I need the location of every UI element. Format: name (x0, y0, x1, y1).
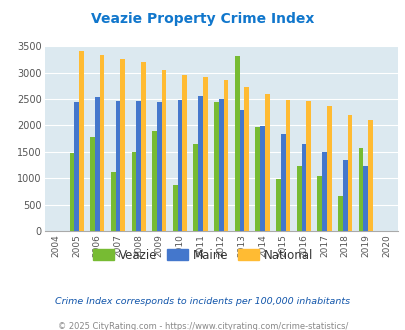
Bar (317, 176, 322, 231)
Bar (141, 61, 145, 231)
Bar (152, 131, 157, 231)
Bar (100, 55, 104, 231)
Bar (157, 102, 161, 231)
Bar (239, 110, 244, 231)
Bar (213, 102, 218, 231)
Text: Veazie Property Crime Index: Veazie Property Crime Index (91, 12, 314, 25)
Bar (280, 134, 285, 231)
Bar (358, 148, 362, 231)
Bar (255, 127, 260, 231)
Bar (69, 153, 74, 231)
Bar (260, 126, 264, 231)
Text: © 2025 CityRating.com - https://www.cityrating.com/crime-statistics/: © 2025 CityRating.com - https://www.city… (58, 322, 347, 330)
Bar (173, 184, 177, 231)
Bar (244, 87, 248, 231)
Bar (111, 172, 115, 231)
Bar (131, 152, 136, 231)
Bar (90, 137, 95, 231)
Bar (347, 115, 352, 231)
Legend: Veazie, Maine, National: Veazie, Maine, National (88, 244, 317, 266)
Bar (202, 77, 207, 231)
Bar (218, 99, 223, 231)
Bar (223, 80, 228, 231)
Bar (342, 160, 347, 231)
Bar (367, 119, 372, 231)
Bar (182, 75, 187, 231)
Bar (193, 144, 198, 231)
Bar (296, 166, 301, 231)
Bar (234, 56, 239, 231)
Bar (74, 102, 79, 231)
Bar (275, 179, 280, 231)
Text: Crime Index corresponds to incidents per 100,000 inhabitants: Crime Index corresponds to incidents per… (55, 297, 350, 306)
Bar (285, 100, 290, 231)
Bar (301, 145, 305, 231)
Bar (264, 94, 269, 231)
Bar (362, 166, 367, 231)
Bar (79, 51, 83, 231)
Bar (305, 101, 310, 231)
Bar (198, 96, 202, 231)
Bar (322, 152, 326, 231)
Bar (326, 106, 331, 231)
Bar (115, 101, 120, 231)
Bar (177, 100, 182, 231)
Bar (136, 101, 141, 231)
Bar (120, 59, 125, 231)
Bar (337, 196, 342, 231)
Bar (95, 97, 100, 231)
Bar (161, 71, 166, 231)
